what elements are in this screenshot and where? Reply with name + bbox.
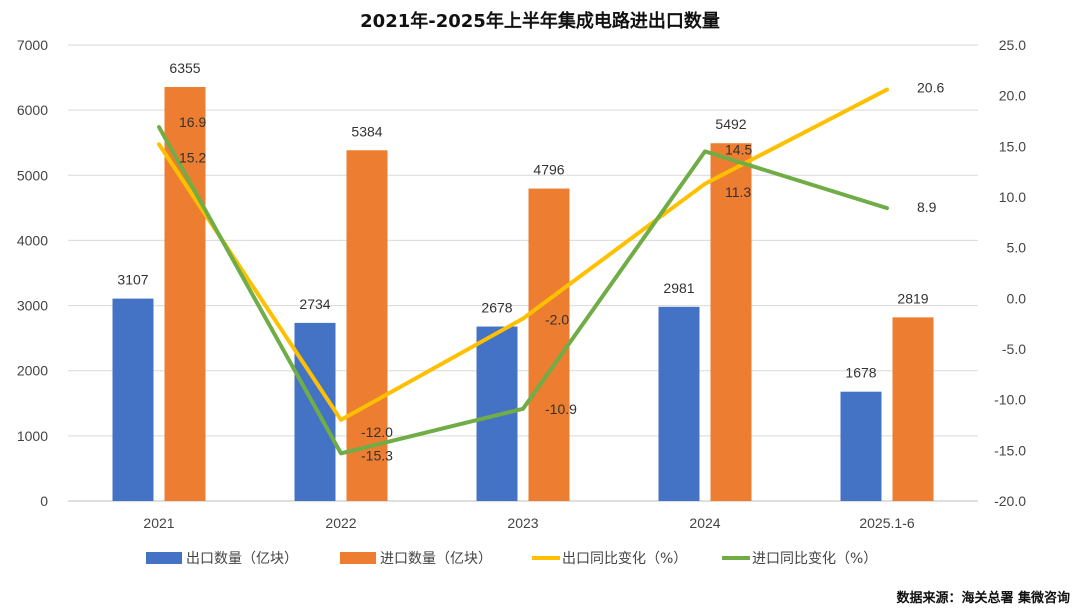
line-series	[157, 87, 889, 456]
bar-label: 4796	[533, 162, 564, 178]
left-tick-label: 5000	[17, 167, 48, 183]
line-label: 20.6	[917, 80, 944, 96]
left-tick-label: 0	[40, 493, 48, 509]
line-label: 8.9	[917, 199, 937, 215]
right-tick-label: 5.0	[1007, 240, 1027, 256]
left-tick-label: 7000	[17, 37, 48, 53]
x-tick-label: 2022	[325, 515, 356, 531]
right-tick-label: -15.0	[994, 442, 1026, 458]
right-tick-label: 20.0	[999, 88, 1026, 104]
left-tick-label: 3000	[17, 298, 48, 314]
legend-swatch	[146, 552, 182, 564]
x-axis: 2021 2022 2023 2024 2025.1-6	[143, 515, 914, 531]
right-tick-label: 25.0	[999, 37, 1026, 53]
line-label: 11.3	[725, 184, 751, 200]
line-label: -2.0	[545, 312, 569, 328]
right-tick-label: -10.0	[994, 392, 1026, 408]
bar	[710, 143, 752, 502]
chart-title: 2021年-2025年上半年集成电路进出口数量	[360, 10, 720, 32]
left-tick-label: 4000	[17, 232, 48, 248]
right-tick-label: 10.0	[999, 189, 1026, 205]
line	[157, 125, 889, 456]
right-axis: -20.0 -15.0 -10.0 -5.0 0.0 5.0 10.0 15.0 20.0 25.…	[994, 37, 1026, 509]
bar-label: 5492	[715, 116, 746, 132]
left-axis: 0 1000 2000 3000 4000 5000 6000 7000	[17, 37, 48, 509]
legend-label: 出口同比变化（%）	[562, 551, 687, 567]
bar	[528, 188, 570, 501]
line-label: -12.0	[361, 424, 393, 440]
right-tick-label: -5.0	[1002, 341, 1026, 357]
bar-label: 2819	[897, 290, 928, 306]
data-labels: 3107 2734 2678 2981 1678 6355 5384 4796 5492 2819…	[117, 60, 944, 463]
bar	[112, 298, 154, 501]
left-tick-label: 1000	[17, 428, 48, 444]
bar-label: 2981	[663, 280, 694, 296]
x-tick-label: 2021	[143, 515, 174, 531]
x-tick-label: 2025.1-6	[859, 515, 914, 531]
line	[157, 87, 889, 422]
bar-series	[112, 87, 934, 502]
legend-label: 出口数量（亿块）	[186, 551, 298, 567]
x-tick-label: 2023	[507, 515, 538, 531]
bar-label: 2734	[299, 296, 330, 312]
legend-label: 进口数量（亿块）	[380, 551, 492, 567]
line-label: -10.9	[545, 401, 577, 417]
line-label: 16.9	[179, 114, 206, 130]
left-tick-label: 2000	[17, 363, 48, 379]
legend: 出口数量（亿块） 进口数量（亿块） 出口同比变化（%） 进口同比变化（%）	[146, 551, 877, 567]
right-tick-label: -20.0	[994, 493, 1026, 509]
right-tick-label: 0.0	[1007, 290, 1027, 306]
x-tick-label: 2024	[689, 515, 720, 531]
right-tick-label: 15.0	[999, 138, 1026, 154]
bar	[294, 322, 336, 501]
line-label: 15.2	[179, 149, 206, 165]
source-note: 数据来源：海关总署 集微咨询	[896, 590, 1070, 606]
bar	[164, 87, 206, 501]
bar-label: 5384	[351, 123, 382, 139]
bar-label: 6355	[169, 60, 200, 76]
bar	[658, 306, 700, 501]
bar	[840, 391, 882, 501]
left-tick-label: 6000	[17, 102, 48, 118]
legend-label: 进口同比变化（%）	[752, 551, 877, 567]
legend-swatch	[340, 552, 376, 564]
bar	[892, 317, 934, 501]
bar-label: 1678	[845, 365, 876, 381]
bar-label: 3107	[117, 272, 148, 288]
line-label: 14.5	[725, 141, 752, 157]
line-label: -15.3	[361, 447, 393, 463]
gridlines	[68, 44, 978, 502]
bar-label: 2678	[481, 300, 512, 316]
